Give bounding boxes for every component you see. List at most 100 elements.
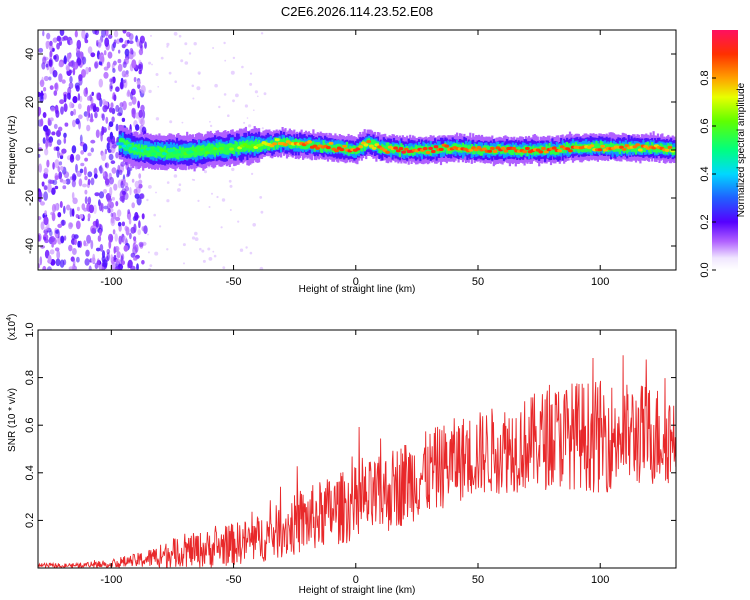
noise-mark (43, 75, 49, 82)
ridge-peak (334, 149, 339, 153)
noise-mark (111, 167, 117, 174)
noise-mark (222, 266, 226, 269)
noise-mark (136, 263, 139, 270)
ridge-peak (543, 150, 549, 154)
noise-mark (38, 47, 44, 53)
noise-mark (101, 113, 105, 121)
noise-mark (90, 139, 96, 144)
noise-mark (129, 187, 132, 196)
ridge-cell (434, 145, 437, 154)
noise-mark (108, 107, 113, 113)
noise-mark (84, 175, 88, 181)
noise-mark (131, 202, 135, 209)
noise-mark (133, 257, 138, 261)
ridge-peak (119, 142, 124, 146)
noise-mark (252, 223, 256, 227)
noise-mark (112, 68, 116, 73)
noise-mark (113, 183, 118, 191)
noise-mark (51, 187, 56, 195)
ridge-peak (366, 140, 372, 144)
noise-mark (90, 177, 95, 186)
ridge-cell (585, 144, 588, 153)
noise-mark (77, 93, 81, 101)
noise-mark (194, 231, 198, 236)
ridge-peak (363, 143, 369, 147)
noise-mark (169, 120, 173, 124)
noise-mark (61, 79, 66, 84)
ridge-peak (621, 147, 627, 151)
noise-mark (251, 172, 254, 175)
noise-mark (131, 59, 137, 69)
ridge-peak (371, 146, 377, 150)
noise-mark (133, 236, 137, 242)
noise-mark (63, 132, 67, 138)
noise-mark (52, 179, 58, 185)
noise-mark (88, 104, 93, 111)
noise-mark (76, 206, 80, 212)
noise-mark (181, 121, 184, 124)
noise-mark (75, 118, 80, 125)
ridge-cell (170, 147, 173, 158)
noise-mark (196, 86, 201, 91)
ridge-cell (268, 143, 271, 151)
noise-mark (108, 240, 112, 249)
noise-mark (229, 184, 233, 188)
y-tick-label: 40 (24, 48, 36, 60)
noise-mark (182, 243, 186, 247)
ridge-peak (541, 146, 546, 151)
noise-mark (105, 116, 109, 124)
noise-mark (129, 47, 134, 55)
ridge-cell (520, 148, 523, 157)
noise-mark (68, 266, 74, 270)
spectrogram-y-label: Frequency (Hz) (7, 116, 18, 185)
noise-mark (218, 105, 221, 109)
ridge-cell (153, 147, 157, 157)
noise-mark (180, 59, 184, 63)
noise-mark (184, 42, 188, 46)
ridge-cell (319, 144, 322, 153)
noise-mark (221, 198, 226, 202)
ridge-peak (170, 148, 175, 152)
noise-mark (155, 117, 160, 121)
noise-mark (135, 124, 140, 131)
ridge-cell (423, 147, 426, 155)
noise-mark (76, 39, 82, 50)
noise-mark (128, 33, 134, 41)
noise-mark (92, 253, 96, 262)
noise-mark (98, 191, 105, 199)
ridge-cell (478, 146, 481, 155)
x-tick-label: -100 (100, 574, 122, 586)
noise-mark (122, 61, 127, 68)
noise-mark (38, 163, 42, 173)
ridge-peak (326, 146, 331, 150)
noise-mark (40, 221, 45, 230)
noise-mark (60, 235, 65, 244)
noise-mark (113, 39, 117, 45)
noise-mark (52, 37, 58, 43)
noise-mark (208, 257, 213, 261)
noise-mark (229, 209, 232, 211)
noise-mark (72, 119, 76, 128)
noise-mark (62, 185, 67, 190)
ridge-cell (165, 149, 168, 160)
noise-mark (50, 106, 56, 112)
noise-mark (103, 71, 109, 79)
y-tick-label: 0.6 (24, 418, 36, 433)
noise-mark (121, 79, 127, 84)
noise-mark (95, 218, 99, 228)
noise-mark (46, 159, 50, 168)
colorbar-gradient (712, 30, 738, 270)
noise-mark (86, 124, 91, 132)
noise-mark (38, 106, 42, 116)
ridge-peak (444, 144, 450, 148)
ridge-peak (438, 147, 444, 151)
noise-mark (127, 209, 131, 215)
noise-mark (75, 163, 78, 173)
noise-mark (134, 193, 140, 199)
snr-y-label: SNR (10 * v/v) (7, 388, 18, 452)
noise-mark (81, 203, 86, 211)
ridge-cell (461, 142, 465, 151)
noise-mark (93, 204, 97, 214)
noise-mark (47, 254, 52, 264)
ridge-peak (162, 152, 167, 156)
